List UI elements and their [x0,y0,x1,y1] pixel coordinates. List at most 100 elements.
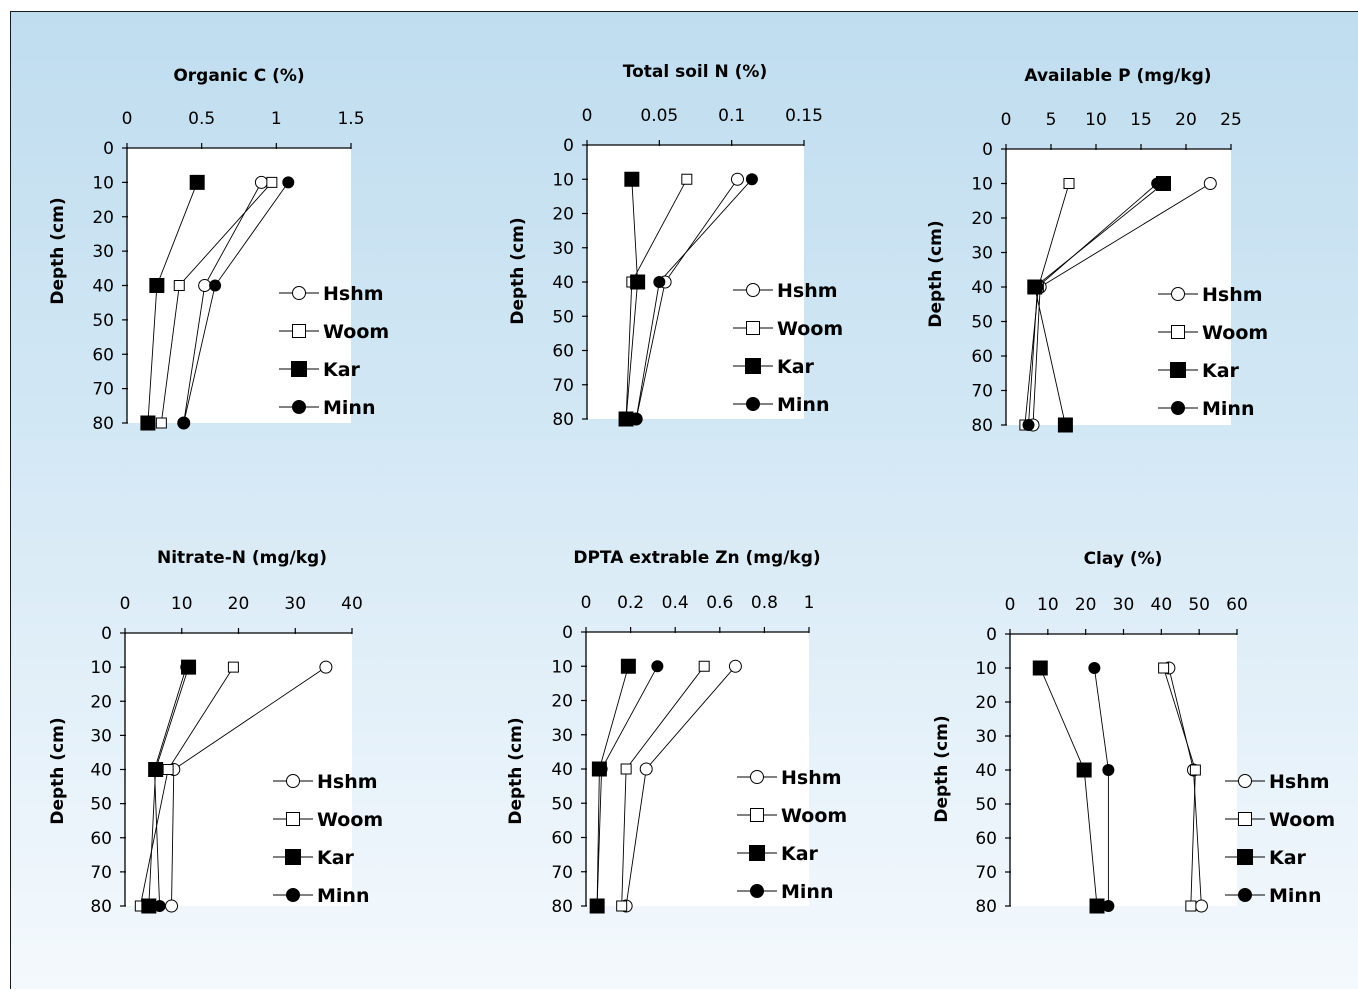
y-tick-label: 80 [90,897,112,917]
legend-label: Woom [781,805,847,827]
legend-marker-kar [285,849,301,865]
data-point-woom [266,176,278,188]
y-tick-label: 50 [552,307,574,327]
legend-label: Kar [781,843,819,865]
y-axis-label: Depth (cm) [932,715,952,822]
x-tick-label: 25 [1220,110,1242,130]
legend-label: Hshm [323,283,384,305]
legend-label: Hshm [317,771,378,793]
data-point-minn [745,173,758,186]
x-tick-label: 10 [1037,595,1059,615]
legend-label: Hshm [777,280,838,302]
y-tick-label: 80 [552,410,574,430]
panel-title: Clay (%) [1084,549,1163,569]
x-tick-label: 1 [271,109,282,129]
data-point-woom [616,900,628,912]
y-tick-label: 80 [551,897,573,917]
panel-title: Total soil N (%) [623,62,767,82]
x-tick-label: 15 [1130,110,1152,130]
panel-title: Nitrate-N (mg/kg) [157,548,327,568]
data-point-woom [698,660,710,672]
legend-marker-hshm [746,283,760,297]
legend-marker-kar [1170,362,1186,378]
y-axis-label: Depth (cm) [508,217,528,324]
x-tick-label: 10 [1085,110,1107,130]
legend-marker-woom [286,812,300,826]
legend-marker-minn [286,888,300,902]
y-tick-label: 60 [551,829,573,849]
data-point-hshm [198,279,212,292]
data-point-woom [155,417,167,429]
data-point-minn [1031,281,1044,293]
y-axis-label: Depth (cm) [506,717,526,824]
data-point-woom [620,763,632,775]
data-point-kar [140,415,156,431]
x-tick-label: 0 [122,109,133,129]
plot-area [587,145,804,419]
y-tick-label: 70 [551,863,573,883]
y-tick-label: 20 [975,693,997,713]
x-tick-label: 60 [1226,595,1248,615]
data-point-hshm [165,899,179,913]
data-point-minn [1151,177,1164,190]
panel-title: Available P (mg/kg) [1024,66,1211,86]
x-tick-label: 0 [120,594,131,614]
data-point-woom [1158,662,1170,674]
x-tick-label: 0 [1005,595,1016,615]
y-tick-label: 60 [971,347,993,367]
data-point-hshm [1194,899,1208,913]
x-tick-label: 50 [1188,595,1210,615]
x-tick-label: 1.5 [337,109,364,129]
data-point-woom [1185,900,1197,912]
data-point-kar [630,274,646,290]
y-tick-label: 20 [551,692,573,712]
x-tick-label: 0.15 [785,106,823,126]
x-tick-label: 40 [341,594,363,614]
y-tick-label: 70 [90,863,112,883]
plot-area [586,632,809,906]
chart-panel-1: 0 0.5 1 1.5 0 10 20 30 40 50 60 70 80 Organic C (%) De… [48,66,389,434]
y-tick-label: 30 [971,244,993,264]
data-point-woom [1189,764,1201,776]
y-tick-label: 50 [92,311,114,331]
x-tick-label: 0 [582,106,593,126]
data-point-kar [1089,898,1105,914]
y-tick-label: 30 [92,242,114,262]
y-tick-label: 0 [982,140,993,160]
y-tick-label: 0 [562,623,573,643]
legend-label: Kar [1202,360,1240,382]
legend-marker-woom [1171,325,1185,339]
legend-marker-hshm [1171,287,1185,301]
legend-marker-kar [1237,849,1253,865]
legend-label: Kar [1269,847,1307,869]
panel-title: DPTA extrable Zn (mg/kg) [573,548,820,568]
legend-label: Minn [1202,398,1254,420]
y-axis-label: Depth (cm) [48,717,68,824]
x-tick-label: 20 [228,594,250,614]
chart-panel-4: 0 10 20 30 40 0 10 20 30 40 50 60 70 80 Nitrate-N (mg/… [48,548,383,917]
figure-background: 0 0.5 1 1.5 0 10 20 30 40 50 60 70 80 Organic C (%) De… [10,11,1358,989]
data-point-kar [189,174,205,190]
x-tick-label: 30 [284,594,306,614]
data-point-hshm [639,762,653,776]
data-point-minn [1102,900,1115,912]
x-tick-label: 0.8 [751,593,778,613]
legend-label: Kar [323,359,361,381]
x-tick-label: 20 [1075,595,1097,615]
y-tick-label: 80 [975,897,997,917]
y-tick-label: 0 [986,625,997,645]
data-point-kar [1032,660,1048,676]
y-tick-label: 10 [90,658,112,678]
x-tick-label: 0 [581,593,592,613]
legend-label: Woom [777,318,843,340]
legend-label: Woom [1269,809,1335,831]
panel-title: Organic C (%) [173,66,304,86]
y-tick-label: 30 [551,726,573,746]
y-tick-label: 40 [90,761,112,781]
x-tick-label: 0 [1001,110,1012,130]
data-point-kar [1057,417,1073,433]
legend-marker-minn [746,397,760,411]
x-tick-label: 0.4 [662,593,689,613]
data-point-woom [1063,178,1075,189]
y-tick-label: 70 [971,382,993,402]
